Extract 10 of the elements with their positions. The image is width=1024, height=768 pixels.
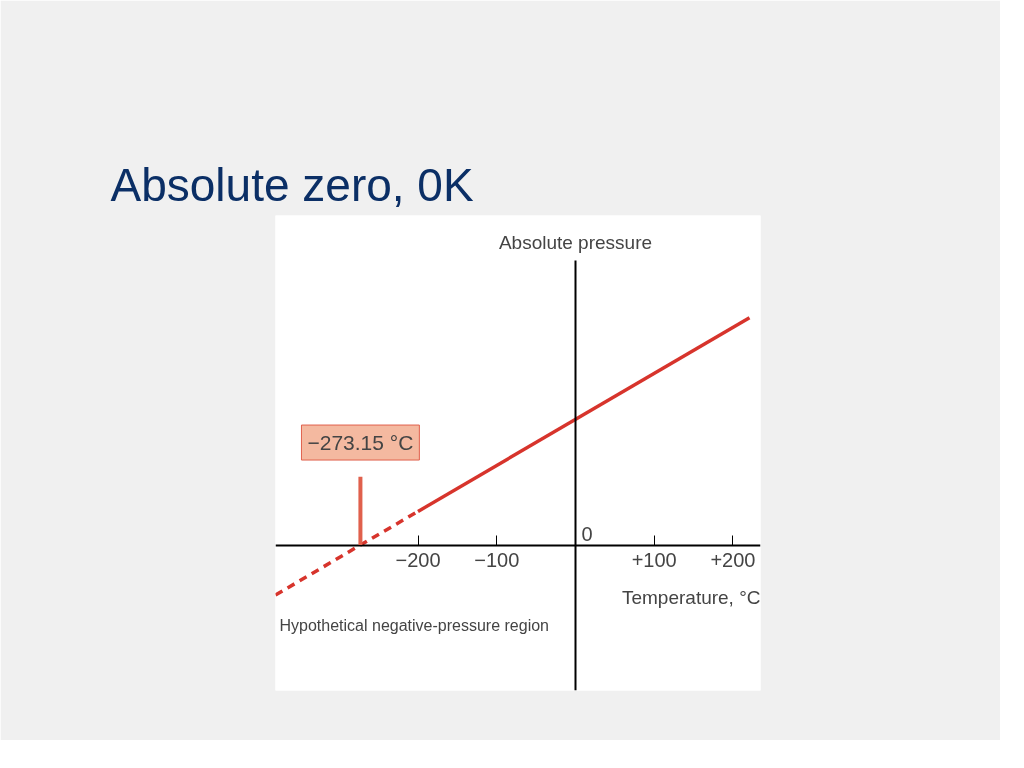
text: Hypothetical negative-pressure region: [279, 617, 549, 635]
x-tick-label: +200: [710, 549, 756, 572]
chart-title: Absolute zero, 0K: [110, 158, 474, 211]
y-axis-title: Absolute pressure: [498, 231, 653, 253]
x-axis-title: Temperature, °C: [621, 587, 761, 609]
annotation: 0: [581, 523, 593, 546]
annotation: −273.15 °C: [307, 431, 414, 455]
x-tick-label: −200: [395, 549, 441, 572]
x-tick-label: +100: [631, 549, 677, 572]
x-tick-label: −100: [474, 549, 520, 572]
